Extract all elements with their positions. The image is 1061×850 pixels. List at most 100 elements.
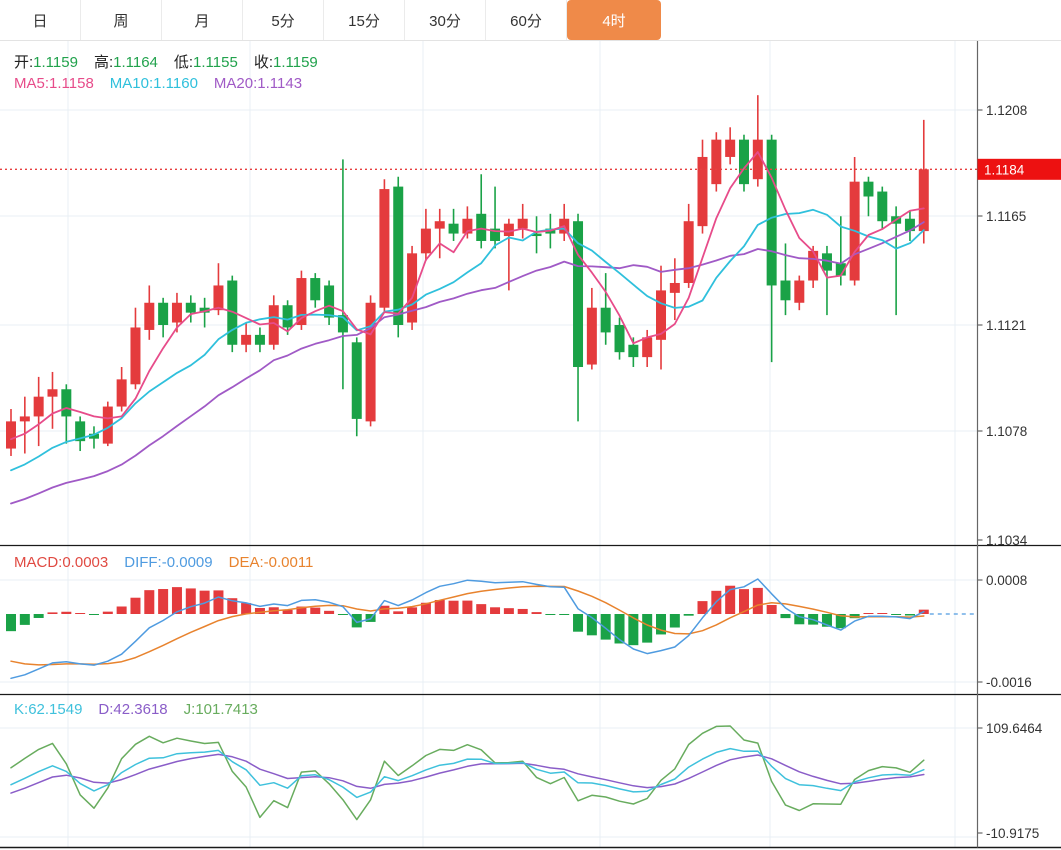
macd-histogram-bar xyxy=(559,614,570,615)
macd-histogram-bar xyxy=(904,614,915,616)
price-axis-label: 1.1034 xyxy=(986,533,1028,548)
kdj-axis-label: 109.6464 xyxy=(986,721,1043,736)
macd-legend: MACD:0.0003 DIFF:-0.0009 DEA:-0.0011 xyxy=(14,554,329,571)
candle-body xyxy=(393,186,404,325)
candle-body xyxy=(337,315,348,333)
macd-histogram-bar xyxy=(849,614,860,619)
k-line xyxy=(10,747,925,799)
macd-histogram-bar xyxy=(19,614,30,625)
macd-histogram-bar xyxy=(725,585,736,614)
macd-histogram-bar xyxy=(102,611,113,614)
macd-histogram-bar xyxy=(573,614,584,632)
ohlc-legend: 开:1.1159 高:1.1164 低:1.1155 收:1.1159 xyxy=(14,51,334,72)
tab-60min[interactable]: 60分 xyxy=(486,0,567,40)
legend-item: 低:1.1155 xyxy=(173,54,238,71)
current-price-badge xyxy=(977,158,1061,180)
macd-histogram-bar xyxy=(877,613,888,614)
candle-body xyxy=(158,302,169,325)
candle-body xyxy=(351,342,362,419)
tab-week[interactable]: 周 xyxy=(81,0,162,40)
tab-15min[interactable]: 15分 xyxy=(324,0,405,40)
legend-item: MA20:1.1143 xyxy=(213,75,303,92)
macd-histogram-bar xyxy=(863,613,874,614)
tab-label: 60分 xyxy=(510,12,542,30)
legend-item: 高:1.1164 xyxy=(93,54,158,71)
macd-histogram-bar xyxy=(185,588,196,614)
tab-label: 月 xyxy=(194,12,210,30)
candle-body xyxy=(282,305,293,328)
candle-body xyxy=(503,223,514,237)
macd-histogram-bar xyxy=(227,598,238,614)
candle-body xyxy=(766,139,777,286)
macd-histogram-bar xyxy=(683,614,694,616)
legend-item: MA5:1.1158 xyxy=(14,75,94,92)
tab-month[interactable]: 月 xyxy=(162,0,243,40)
macd-histogram-bar xyxy=(282,609,293,614)
candle-body xyxy=(296,278,307,325)
candle-body xyxy=(185,302,196,313)
macd-histogram-bar xyxy=(669,614,680,628)
macd-histogram-bar xyxy=(642,614,653,643)
macd-histogram-bar xyxy=(116,606,127,614)
macd-histogram-bar xyxy=(821,614,832,627)
ma20-line xyxy=(10,221,925,505)
candle-body xyxy=(434,221,445,229)
candle-body xyxy=(241,334,252,345)
candle-body xyxy=(420,228,431,254)
macd-histogram-bar xyxy=(614,614,625,644)
candle-body xyxy=(213,285,224,311)
macd-histogram-bar xyxy=(6,614,16,632)
current-price-badge-label: 1.1184 xyxy=(984,162,1025,177)
kdj-axis-label: -10.9175 xyxy=(986,826,1039,841)
candle-body xyxy=(476,213,487,241)
candle-body xyxy=(517,218,528,229)
timeframe-tabbar: 日 周 月 5分 15分 30分 60分 4时 xyxy=(0,0,1061,41)
tab-label: 5分 xyxy=(271,12,295,30)
candle-body xyxy=(877,191,888,222)
macd-histogram-bar xyxy=(434,599,445,614)
candle-body xyxy=(656,290,667,340)
candle-body xyxy=(725,139,736,157)
macd-histogram-bar xyxy=(752,587,763,614)
macd-histogram-bar xyxy=(130,597,141,614)
macd-histogram-bar xyxy=(490,607,501,614)
candle-body xyxy=(102,406,113,444)
price-axis-label: 1.1078 xyxy=(986,424,1027,439)
candle-body xyxy=(47,389,58,397)
macd-histogram-bar xyxy=(337,614,348,615)
candle-body xyxy=(642,337,653,358)
tab-5min[interactable]: 5分 xyxy=(243,0,324,40)
macd-histogram-bar xyxy=(75,613,86,614)
macd-axis-label: -0.0016 xyxy=(986,675,1032,690)
legend-item: MACD:0.0003 xyxy=(14,554,109,571)
candle-body xyxy=(669,282,680,293)
candle-body xyxy=(683,221,694,283)
macd-histogram-bar xyxy=(213,590,224,614)
candle-body xyxy=(573,221,584,368)
tab-day[interactable]: 日 xyxy=(0,0,81,40)
macd-histogram-bar xyxy=(254,607,265,614)
legend-item: MA10:1.1160 xyxy=(109,75,198,92)
candle-body xyxy=(33,396,44,417)
tab-label: 周 xyxy=(113,12,129,30)
tab-label: 15分 xyxy=(348,12,380,30)
diff-line xyxy=(10,578,925,680)
macd-histogram-bar xyxy=(600,614,611,640)
tab-30min[interactable]: 30分 xyxy=(405,0,486,40)
candle-body xyxy=(794,280,805,303)
legend-item: D:42.3618 xyxy=(98,701,168,718)
tab-4hour[interactable]: 4时 xyxy=(567,0,661,40)
macd-histogram-bar xyxy=(88,614,99,615)
macd-histogram-bar xyxy=(586,614,597,636)
candle-body xyxy=(863,181,874,197)
macd-histogram-bar xyxy=(310,607,321,614)
d-line xyxy=(10,753,925,794)
candle-body xyxy=(586,307,597,365)
tab-label: 30分 xyxy=(429,12,461,30)
j-line xyxy=(10,725,925,821)
candle-body xyxy=(254,334,265,345)
candle-body xyxy=(835,263,846,276)
candle-body xyxy=(780,280,791,301)
